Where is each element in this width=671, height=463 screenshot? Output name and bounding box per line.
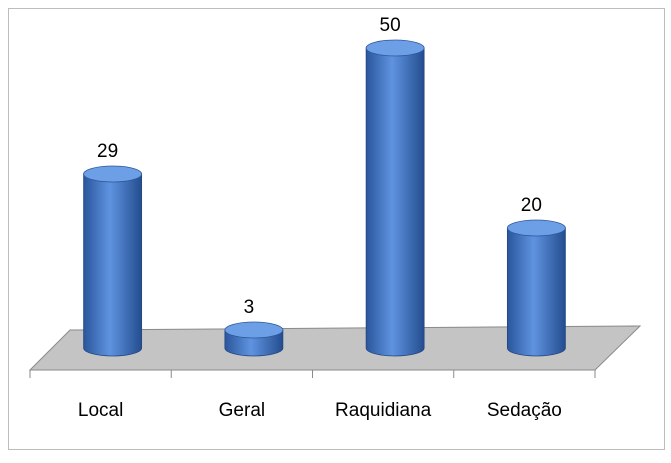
bar-top [83,165,143,183]
bar [83,173,143,357]
bar-top [224,321,284,339]
x-tick-label: Raquidiana [335,400,432,421]
data-label: 29 [97,141,118,162]
x-tick-label: Geral [219,400,265,421]
data-label: 50 [380,15,401,36]
bar-top [365,39,425,57]
bar [365,47,425,357]
x-tick-label: Sedação [487,400,562,421]
data-label: 20 [521,195,542,216]
bar-top [506,219,566,237]
x-tick-label: Local [78,400,123,421]
bar [506,227,566,357]
data-label: 3 [244,297,255,318]
